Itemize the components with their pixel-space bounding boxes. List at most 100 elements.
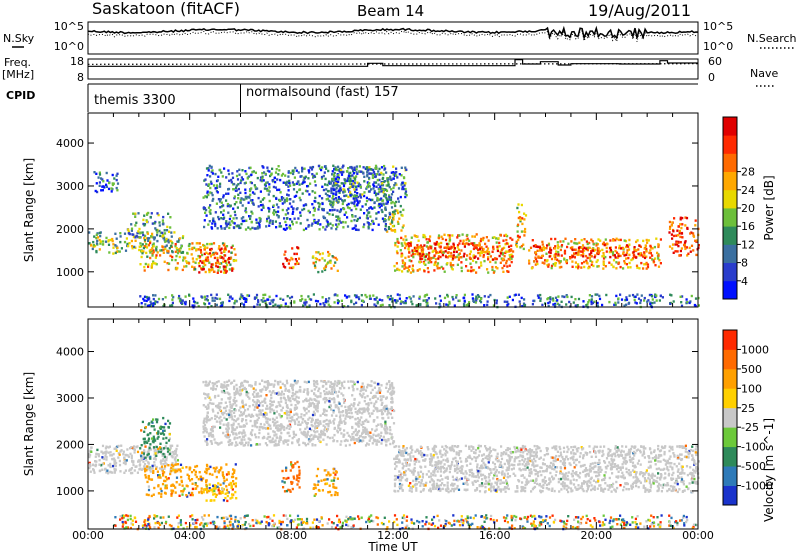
velocity-cell [268,418,272,421]
power-cell [683,243,686,247]
power-cell [569,257,572,260]
velocity-cell [233,396,236,399]
power-cell [645,250,648,253]
power-cell [361,205,364,208]
power-cell [355,294,358,297]
power-cell [385,189,389,192]
power-cell [258,224,261,227]
velocity-cell [217,394,220,397]
power-cell [351,185,354,189]
power-cell [209,248,212,251]
power-cell [515,240,518,243]
power-cell [331,184,334,187]
power-cell [353,188,356,191]
power-cell [199,255,202,258]
power-cell [202,243,205,247]
velocity-cell [319,436,322,439]
power-cell [380,183,383,187]
velocity-cell [299,385,302,389]
velocity-cell [615,467,619,471]
power-cell [351,174,354,177]
velocity-cell [117,444,120,448]
power-cell [273,176,276,180]
power-cell [232,226,235,229]
power-cell [147,211,150,215]
velocity-cell [324,381,328,385]
power-cell [315,257,319,261]
power-cell [571,248,574,252]
power-cell [637,252,640,256]
velocity-cell [240,442,243,446]
power-cell [404,266,407,269]
power-cell [547,305,550,308]
power-cell [263,197,266,200]
velocity-cell [366,409,369,413]
power-cell [401,254,404,257]
power-cell [316,222,319,225]
power-cell [272,185,275,189]
velocity-cell [240,425,243,428]
power-cell [331,177,334,181]
power-cell [449,247,452,250]
power-cell [697,244,700,247]
velocity-cell [360,423,363,427]
power-cell [397,187,401,190]
power-cell [337,165,340,168]
velocity-cell [286,381,289,385]
power-cell [687,252,690,255]
power-cell [215,293,218,296]
power-cell [384,225,387,228]
power-cell [275,197,278,200]
velocity-cell [357,420,360,424]
power-cell [392,173,395,176]
velocity-cell [382,395,385,398]
power-cell [161,245,164,249]
power-cell [242,216,245,219]
power-cell [453,250,456,254]
velocity-cell [232,403,235,406]
velocity-cell [226,436,229,439]
power-cell [212,197,215,201]
power-cell [250,181,253,185]
velocity-cell [276,420,279,424]
power-cell [696,239,699,242]
velocity-cell [323,408,326,412]
velocity-cell [311,401,314,405]
power-cell [646,241,649,244]
power-cell [100,189,103,192]
power-cell [118,250,121,253]
nave-ytick-right-bottom: 0 [708,71,715,84]
velocity-cell [255,443,258,446]
velocity-cell [349,408,352,411]
power-cell [588,294,591,297]
power-cell [310,224,313,227]
power-cell [363,180,366,183]
power-cell [208,164,211,168]
power-cell [328,199,331,202]
velocity-cell [203,392,206,395]
power-cell [570,295,573,299]
velocity-cell [275,426,278,430]
power-cell [159,231,162,234]
velocity-cell [277,393,280,396]
velocity-cell [380,424,383,427]
y-tick-label: 4000 [56,137,84,150]
power-cell [428,255,431,259]
velocity-cell [204,439,207,443]
velocity-cell [289,397,292,400]
power-cell [181,250,185,254]
velocity-cell [257,392,260,395]
power-cell [690,231,693,234]
power-cell [285,199,288,203]
power-cell [388,195,391,199]
power-cell [355,197,358,200]
velocity-cell [328,397,331,400]
velocity-cell [293,408,296,411]
velocity-cell [307,399,311,402]
velocity-cell [377,382,380,386]
power-cell [288,202,292,205]
velocity-cell [327,380,330,383]
velocity-cell [263,385,266,388]
power-cell [692,249,695,252]
power-cell [439,245,442,248]
